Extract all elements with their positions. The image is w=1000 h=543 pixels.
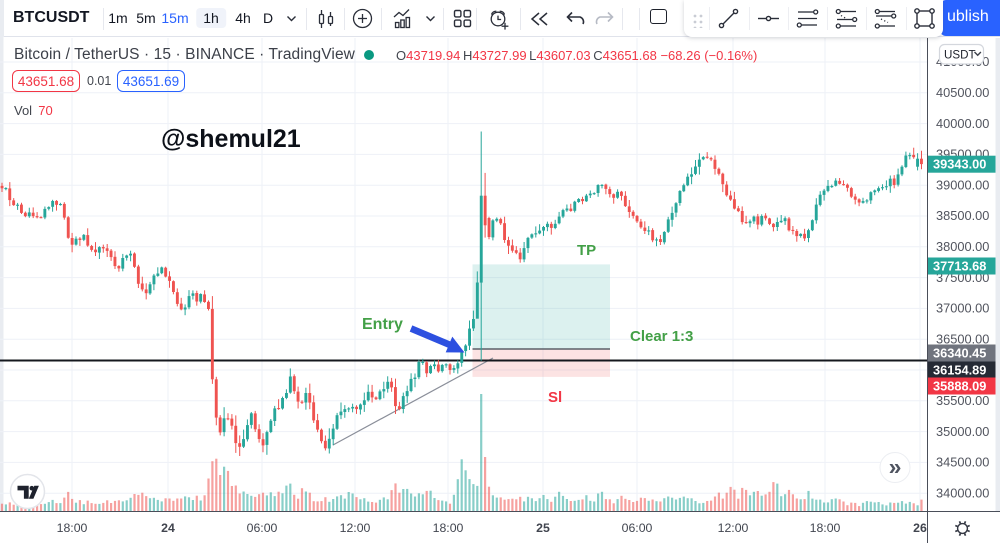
svg-text:39343.00: 39343.00 (933, 157, 986, 172)
svg-text:38000.00: 38000.00 (936, 239, 989, 254)
svg-text:36500.00: 36500.00 (936, 331, 989, 346)
svg-text:35000.00: 35000.00 (936, 424, 989, 439)
svg-text:40500.00: 40500.00 (936, 85, 989, 100)
svg-text:36154.89: 36154.89 (933, 362, 986, 377)
svg-text:35500.00: 35500.00 (936, 393, 989, 408)
svg-text:Sl: Sl (548, 389, 562, 406)
svg-text:24: 24 (161, 521, 175, 535)
svg-text:35888.09: 35888.09 (933, 378, 986, 393)
svg-text:18:00: 18:00 (57, 521, 88, 535)
svg-text:12:00: 12:00 (340, 521, 371, 535)
svg-text:26: 26 (913, 521, 927, 535)
svg-text:37000.00: 37000.00 (936, 301, 989, 316)
svg-text:@shemul21: @shemul21 (161, 125, 301, 153)
svg-text:»: » (889, 454, 902, 480)
svg-text:34000.00: 34000.00 (936, 485, 989, 500)
svg-text:25: 25 (536, 521, 550, 535)
svg-text:40000.00: 40000.00 (936, 116, 989, 131)
svg-text:18:00: 18:00 (433, 521, 464, 535)
svg-text:06:00: 06:00 (247, 521, 278, 535)
svg-text:18:00: 18:00 (810, 521, 841, 535)
svg-text:12:00: 12:00 (718, 521, 749, 535)
svg-text:37713.68: 37713.68 (933, 258, 986, 273)
svg-text:TP: TP (577, 242, 596, 259)
svg-text:36340.45: 36340.45 (933, 345, 986, 360)
svg-text:Clear 1:3: Clear 1:3 (630, 328, 693, 345)
svg-text:38500.00: 38500.00 (936, 208, 989, 223)
svg-text:39000.00: 39000.00 (936, 177, 989, 192)
svg-text:06:00: 06:00 (622, 521, 653, 535)
svg-text:34500.00: 34500.00 (936, 455, 989, 470)
svg-text:USDT: USDT (944, 49, 976, 62)
svg-text:Entry: Entry (362, 316, 403, 333)
